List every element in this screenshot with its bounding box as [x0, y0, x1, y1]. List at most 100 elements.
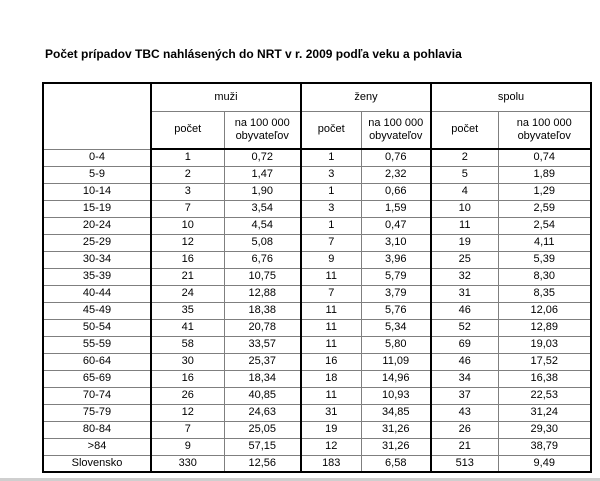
age-label-cell: 60-64	[42, 352, 152, 371]
table-row: >84 9 57,15 12 31,26 21 38,79	[42, 437, 592, 456]
value-cell: 58	[150, 335, 225, 354]
age-label-cell: 5-9	[42, 165, 152, 184]
value-cell: 0,72	[223, 148, 302, 167]
value-cell: 12	[150, 233, 225, 252]
value-cell: 5,79	[360, 267, 432, 286]
value-cell: 12,89	[497, 318, 592, 337]
value-cell: 31	[430, 284, 499, 303]
value-cell: 12	[300, 437, 362, 456]
value-cell: 10	[150, 216, 225, 235]
value-cell: 5,08	[223, 233, 302, 252]
age-label-cell: >84	[42, 437, 152, 456]
age-label-cell: 15-19	[42, 199, 152, 218]
value-cell: 19,03	[497, 335, 592, 354]
age-label-cell: 55-59	[42, 335, 152, 354]
value-cell: 11	[300, 318, 362, 337]
value-cell: 0,66	[360, 182, 432, 201]
value-cell: 0,74	[497, 148, 592, 167]
value-cell: 2	[430, 148, 499, 167]
value-cell: 9	[150, 437, 225, 456]
value-cell: 16	[150, 369, 225, 388]
value-cell: 57,15	[223, 437, 302, 456]
table-row: 80-84 7 25,05 19 31,26 26 29,30	[42, 420, 592, 439]
value-cell: 7	[150, 199, 225, 218]
age-label-cell: 80-84	[42, 420, 152, 439]
value-cell: 11	[430, 216, 499, 235]
table-row: 70-74 26 40,85 11 10,93 37 22,53	[42, 386, 592, 405]
value-cell: 11,09	[360, 352, 432, 371]
value-cell: 4	[430, 182, 499, 201]
window-bottom-edge	[0, 478, 600, 481]
value-cell: 1,89	[497, 165, 592, 184]
value-cell: 5,76	[360, 301, 432, 320]
value-cell: 12,88	[223, 284, 302, 303]
value-cell: 3,79	[360, 284, 432, 303]
table-row: 45-49 35 18,38 11 5,76 46 12,06	[42, 301, 592, 320]
value-cell: 2,54	[497, 216, 592, 235]
value-cell: 7	[150, 420, 225, 439]
value-cell: 46	[430, 301, 499, 320]
value-cell: 20,78	[223, 318, 302, 337]
value-cell: 35	[150, 301, 225, 320]
table-row: 40-44 24 12,88 7 3,79 31 8,35	[42, 284, 592, 303]
value-cell: 52	[430, 318, 499, 337]
value-cell: 21	[150, 267, 225, 286]
age-label-cell: 75-79	[42, 403, 152, 422]
value-cell: 8,35	[497, 284, 592, 303]
table-row: 15-19 7 3,54 3 1,59 10 2,59	[42, 199, 592, 218]
total-value-cell: 330	[150, 454, 225, 473]
value-cell: 1,90	[223, 182, 302, 201]
table-row: 75-79 12 24,63 31 34,85 43 31,24	[42, 403, 592, 422]
value-cell: 18,38	[223, 301, 302, 320]
value-cell: 1,47	[223, 165, 302, 184]
value-cell: 7	[300, 233, 362, 252]
total-value-cell: 12,56	[223, 454, 302, 473]
value-cell: 10,93	[360, 386, 432, 405]
value-cell: 34,85	[360, 403, 432, 422]
value-cell: 12,06	[497, 301, 592, 320]
value-cell: 1,29	[497, 182, 592, 201]
group-header-row: muži ženy spolu	[42, 82, 592, 150]
value-cell: 5,39	[497, 250, 592, 269]
value-cell: 29,30	[497, 420, 592, 439]
value-cell: 30	[150, 352, 225, 371]
total-value-cell: 513	[430, 454, 499, 473]
subheader-count-zeny: počet	[300, 110, 362, 150]
value-cell: 10	[430, 199, 499, 218]
value-cell: 26	[150, 386, 225, 405]
value-cell: 11	[300, 267, 362, 286]
value-cell: 17,52	[497, 352, 592, 371]
tbc-cases-table: muži ženy spolu počet na 100 000 obyvate…	[42, 82, 592, 473]
value-cell: 31,26	[360, 420, 432, 439]
subheader-count-spolu: počet	[430, 110, 499, 150]
value-cell: 11	[300, 301, 362, 320]
value-cell: 24,63	[223, 403, 302, 422]
value-cell: 21	[430, 437, 499, 456]
table-row: 5-9 2 1,47 3 2,32 5 1,89	[42, 165, 592, 184]
value-cell: 31,24	[497, 403, 592, 422]
value-cell: 18	[300, 369, 362, 388]
value-cell: 1	[300, 216, 362, 235]
value-cell: 5,34	[360, 318, 432, 337]
value-cell: 25	[430, 250, 499, 269]
value-cell: 4,54	[223, 216, 302, 235]
value-cell: 14,96	[360, 369, 432, 388]
value-cell: 31,26	[360, 437, 432, 456]
value-cell: 16	[150, 250, 225, 269]
table-header: muži ženy spolu počet na 100 000 obyvate…	[42, 82, 592, 150]
value-cell: 1,59	[360, 199, 432, 218]
sub-header-row: počet na 100 000 obyvateľov počet na 100…	[43, 110, 592, 150]
table-row: 55-59 58 33,57 11 5,80 69 19,03	[42, 335, 592, 354]
table-body: 0-4 1 0,72 1 0,76 2 0,74 5-9 2 1,47 3 2,…	[42, 148, 592, 456]
table-row: 20-24 10 4,54 1 0,47 11 2,54	[42, 216, 592, 235]
age-label-cell: 0-4	[42, 148, 152, 167]
table-row: 0-4 1 0,72 1 0,76 2 0,74	[42, 148, 592, 167]
value-cell: 0,76	[360, 148, 432, 167]
value-cell: 25,05	[223, 420, 302, 439]
value-cell: 34	[430, 369, 499, 388]
age-label-cell: 40-44	[42, 284, 152, 303]
value-cell: 9	[300, 250, 362, 269]
total-row: Slovensko 330 12,56 183 6,58 513 9,49	[42, 454, 592, 473]
value-cell: 46	[430, 352, 499, 371]
